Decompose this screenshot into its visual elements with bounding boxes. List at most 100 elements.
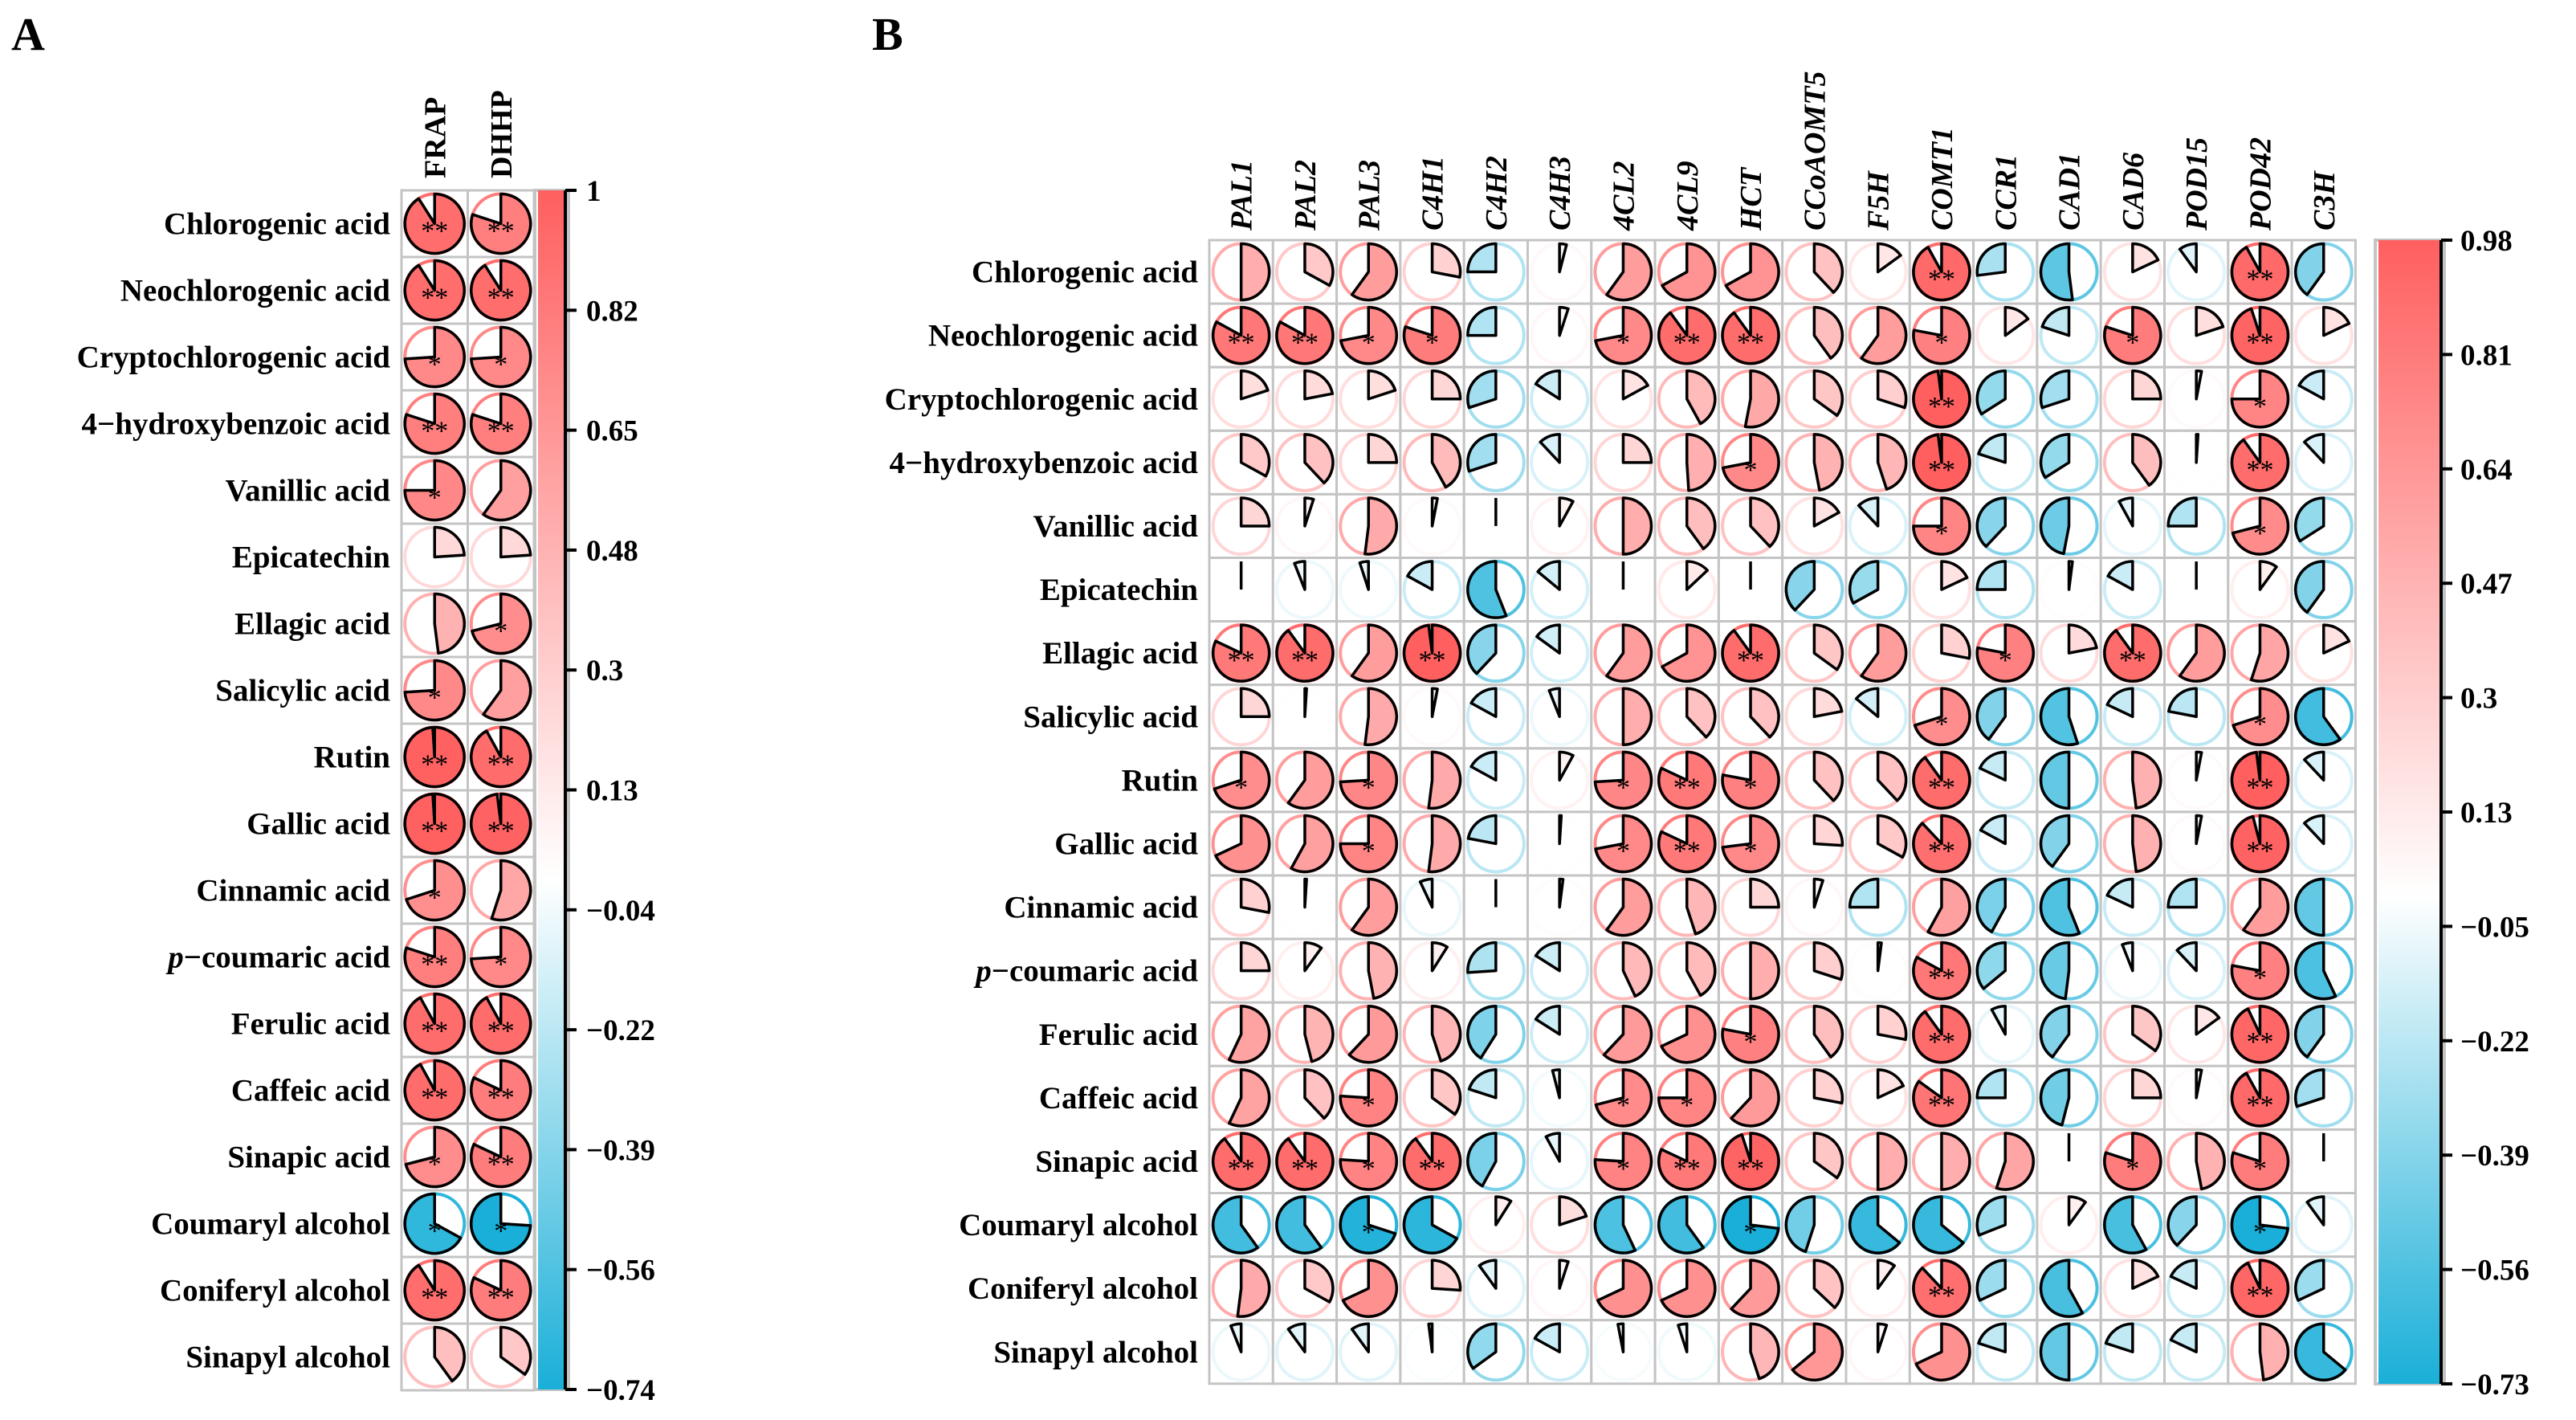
correlation-cell	[1526, 937, 1593, 1004]
pie-slice	[1347, 1005, 1398, 1064]
pie-slice	[1657, 1132, 1717, 1191]
pie-slice	[1812, 1132, 1844, 1180]
column-label: 4CL2	[1607, 161, 1641, 231]
pie-slice	[1876, 814, 1908, 859]
correlation-cell	[1653, 492, 1720, 560]
correlation-cell: **	[1208, 1128, 1274, 1195]
correlation-cell	[1653, 1255, 1720, 1322]
correlation-cell	[1335, 1001, 1402, 1067]
correlation-cell	[1653, 874, 1720, 941]
correlation-cell	[467, 1322, 536, 1392]
pie-slice	[1534, 941, 1561, 973]
significance-marker: *	[1362, 773, 1376, 802]
correlation-cell	[1908, 557, 1975, 623]
pie-slice	[1621, 941, 1653, 998]
row-label: Ellagic acid	[234, 607, 390, 642]
pie-slice	[1535, 623, 1561, 655]
column-label: HCT	[1734, 166, 1768, 231]
pie-slice	[1534, 369, 1561, 401]
correlation-cell: *	[1590, 747, 1657, 814]
correlation-cell	[1399, 683, 1465, 750]
correlation-cell	[2290, 1255, 2357, 1322]
pie-slice	[1466, 433, 1498, 473]
pie-slice	[2258, 560, 2278, 591]
pie-slice	[1749, 496, 1780, 549]
pie-slice	[1367, 941, 1398, 1000]
significance-marker: *	[2126, 1154, 2139, 1184]
pie-slice	[1602, 1005, 1653, 1064]
pie-slice	[2039, 877, 2081, 937]
pie-slice	[1367, 433, 1398, 464]
significance-marker: *	[1616, 773, 1630, 802]
correlation-cell: **	[1271, 302, 1339, 369]
correlation-cell	[2036, 1319, 2102, 1385]
row-label: 4−hydroxybenzoic acid	[82, 407, 391, 442]
correlation-cell	[1972, 1128, 2039, 1195]
correlation-cell	[1653, 937, 1720, 1004]
correlation-cell	[1717, 239, 1784, 305]
pie-slice	[2230, 814, 2290, 874]
correlation-cell	[2290, 302, 2357, 369]
pie-slice	[2294, 941, 2338, 1001]
pie-slice	[2039, 496, 2071, 556]
pie-slice	[499, 1325, 532, 1376]
correlation-cell	[2036, 1255, 2102, 1322]
pie-slice	[1912, 750, 1971, 810]
pie-slice	[2039, 1259, 2085, 1318]
pie-slice	[2131, 1005, 2162, 1053]
correlation-cell	[2163, 620, 2230, 687]
correlation-cell: **	[400, 722, 469, 792]
correlation-cell	[1462, 810, 1529, 877]
pie-slice	[1876, 369, 1908, 410]
correlation-cell: *	[2227, 683, 2293, 750]
colorbar-tick-label: 0.48	[586, 535, 638, 568]
column-label: CCoAOMT5	[1798, 71, 1832, 231]
pie-slice	[1812, 814, 1844, 847]
significance-marker: *	[1934, 519, 1948, 549]
pie-slice	[2106, 560, 2134, 591]
correlation-cell	[1462, 239, 1529, 305]
pie-slice	[1467, 1068, 1498, 1100]
correlation-cell	[1208, 1001, 1274, 1067]
correlation-cell: **	[1908, 1001, 1975, 1067]
pie-slice	[2117, 496, 2134, 528]
correlation-cell	[1590, 239, 1657, 305]
significance-marker: *	[1616, 1091, 1630, 1120]
correlation-cell	[1972, 1064, 2039, 1131]
pie-slice	[2303, 814, 2325, 846]
pie-slice	[2195, 1132, 2226, 1191]
correlation-cell	[1717, 492, 1784, 560]
row-label-italic-part: p	[165, 941, 184, 975]
correlation-cell: **	[1908, 937, 1975, 1004]
correlation-cell	[1590, 683, 1657, 750]
correlation-cell: *	[1335, 302, 1402, 369]
pie-slice	[1912, 369, 1971, 429]
pie-slice	[1236, 1259, 1271, 1318]
significance-marker: **	[421, 284, 448, 313]
correlation-cell	[1781, 557, 1848, 623]
pie-slice	[1975, 1068, 2007, 1100]
pie-slice	[1430, 369, 1462, 401]
correlation-cell: **	[2227, 239, 2293, 305]
correlation-cell	[1781, 620, 1848, 687]
pie-slice	[1661, 242, 1717, 302]
correlation-cell: *	[467, 922, 536, 992]
correlation-cell	[1208, 1319, 1274, 1385]
correlation-cell	[1399, 365, 1465, 432]
pie-slice	[1239, 496, 1271, 528]
pie-slice	[1239, 941, 1271, 973]
correlation-cell	[1717, 937, 1784, 1004]
significance-marker: *	[1744, 1218, 1758, 1247]
significance-marker: **	[1737, 646, 1764, 675]
correlation-cell	[1208, 683, 1274, 750]
panel-a-frap-dhhp-correlation: A FRAP DHHP Chlorogenic acid Neochlorogenic …	[11, 8, 655, 1407]
correlation-cell: *	[1399, 302, 1465, 369]
correlation-cell	[1271, 1001, 1339, 1067]
pie-slice	[1558, 877, 1565, 909]
pie-slice	[1211, 1195, 1259, 1255]
pie-slice	[1339, 1132, 1398, 1191]
correlation-cell	[2163, 492, 2230, 560]
correlation-cell	[467, 655, 536, 725]
pie-slice	[1975, 560, 2007, 591]
pie-slice	[2195, 433, 2200, 464]
